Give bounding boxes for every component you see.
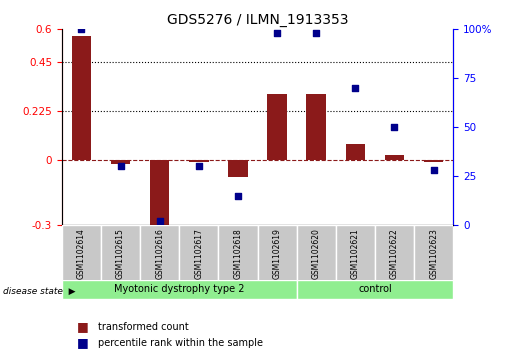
Point xyxy=(273,30,281,36)
Text: GSM1102619: GSM1102619 xyxy=(272,228,282,279)
Text: disease state  ▶: disease state ▶ xyxy=(3,287,75,295)
Point xyxy=(351,85,359,91)
Bar xyxy=(101,225,140,281)
Text: GSM1102618: GSM1102618 xyxy=(233,228,243,278)
Text: percentile rank within the sample: percentile rank within the sample xyxy=(98,338,263,348)
Bar xyxy=(297,280,453,299)
Bar xyxy=(150,160,169,229)
Text: control: control xyxy=(358,285,392,294)
Text: GSM1102623: GSM1102623 xyxy=(429,228,438,279)
Point xyxy=(77,26,85,32)
Bar xyxy=(111,160,130,164)
Text: GSM1102622: GSM1102622 xyxy=(390,228,399,278)
Bar xyxy=(189,160,209,162)
Text: GSM1102620: GSM1102620 xyxy=(312,228,321,279)
Point xyxy=(430,167,438,173)
Point xyxy=(312,30,320,36)
Text: GSM1102616: GSM1102616 xyxy=(155,228,164,279)
Bar xyxy=(218,225,258,281)
Point xyxy=(195,163,203,169)
Bar xyxy=(385,155,404,160)
Bar xyxy=(414,225,453,281)
Bar xyxy=(297,225,336,281)
Text: GSM1102617: GSM1102617 xyxy=(194,228,203,279)
Text: GSM1102621: GSM1102621 xyxy=(351,228,360,278)
Bar xyxy=(375,225,414,281)
Bar xyxy=(228,160,248,177)
Bar xyxy=(179,225,218,281)
Point xyxy=(390,124,399,130)
Bar xyxy=(62,280,297,299)
Bar xyxy=(140,225,179,281)
Point xyxy=(156,218,164,224)
Text: ■: ■ xyxy=(77,320,93,333)
Title: GDS5276 / ILMN_1913353: GDS5276 / ILMN_1913353 xyxy=(167,13,348,26)
Bar xyxy=(62,225,101,281)
Bar xyxy=(258,225,297,281)
Bar xyxy=(424,160,443,162)
Bar xyxy=(346,144,365,160)
Text: GSM1102615: GSM1102615 xyxy=(116,228,125,279)
Bar xyxy=(336,225,375,281)
Bar xyxy=(267,94,287,160)
Text: GSM1102614: GSM1102614 xyxy=(77,228,86,279)
Text: Myotonic dystrophy type 2: Myotonic dystrophy type 2 xyxy=(114,285,245,294)
Text: transformed count: transformed count xyxy=(98,322,188,332)
Point xyxy=(116,163,125,169)
Text: ■: ■ xyxy=(77,337,93,350)
Bar xyxy=(72,36,91,160)
Bar xyxy=(306,94,326,160)
Point xyxy=(234,193,242,199)
